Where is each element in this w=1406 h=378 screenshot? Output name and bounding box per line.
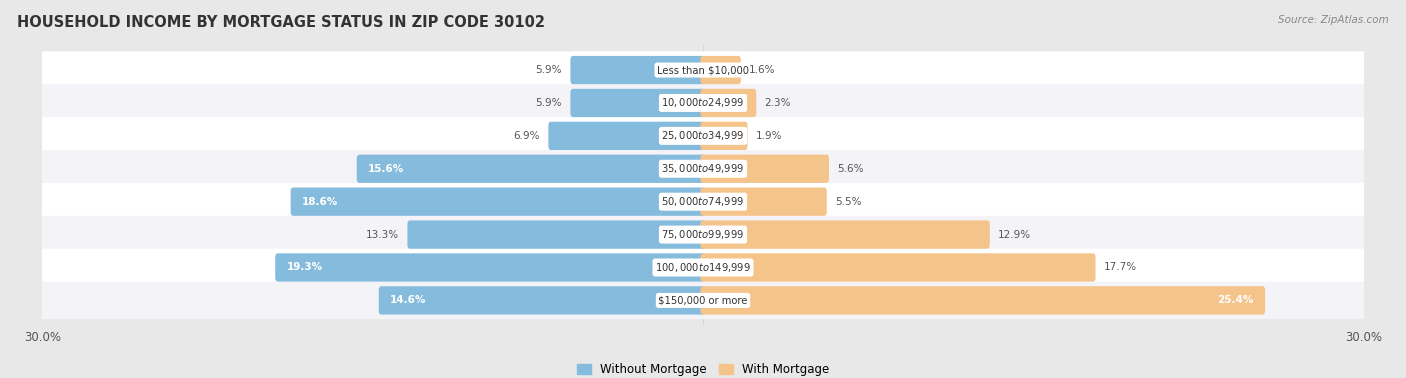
Text: 13.3%: 13.3% — [366, 229, 399, 240]
Text: Source: ZipAtlas.com: Source: ZipAtlas.com — [1278, 15, 1389, 25]
Text: 1.9%: 1.9% — [756, 131, 782, 141]
FancyBboxPatch shape — [571, 56, 706, 84]
FancyBboxPatch shape — [700, 286, 1265, 314]
Text: 14.6%: 14.6% — [391, 295, 426, 305]
FancyBboxPatch shape — [700, 122, 748, 150]
FancyBboxPatch shape — [700, 187, 827, 216]
FancyBboxPatch shape — [378, 286, 706, 314]
Text: $50,000 to $74,999: $50,000 to $74,999 — [661, 195, 745, 208]
FancyBboxPatch shape — [37, 117, 1369, 155]
FancyBboxPatch shape — [700, 155, 830, 183]
Text: $10,000 to $24,999: $10,000 to $24,999 — [661, 96, 745, 110]
FancyBboxPatch shape — [700, 89, 756, 117]
Text: 6.9%: 6.9% — [513, 131, 540, 141]
Text: 12.9%: 12.9% — [998, 229, 1031, 240]
Legend: Without Mortgage, With Mortgage: Without Mortgage, With Mortgage — [572, 358, 834, 378]
FancyBboxPatch shape — [548, 122, 706, 150]
Text: 5.9%: 5.9% — [536, 65, 562, 75]
Text: $100,000 to $149,999: $100,000 to $149,999 — [655, 261, 751, 274]
Text: $75,000 to $99,999: $75,000 to $99,999 — [661, 228, 745, 241]
FancyBboxPatch shape — [408, 220, 706, 249]
FancyBboxPatch shape — [37, 150, 1369, 187]
Text: $35,000 to $49,999: $35,000 to $49,999 — [661, 162, 745, 175]
Text: 25.4%: 25.4% — [1218, 295, 1254, 305]
Text: 5.9%: 5.9% — [536, 98, 562, 108]
Text: $25,000 to $34,999: $25,000 to $34,999 — [661, 129, 745, 143]
FancyBboxPatch shape — [37, 282, 1369, 319]
FancyBboxPatch shape — [37, 183, 1369, 220]
FancyBboxPatch shape — [700, 56, 741, 84]
Text: 17.7%: 17.7% — [1104, 262, 1137, 273]
Text: 15.6%: 15.6% — [368, 164, 405, 174]
FancyBboxPatch shape — [37, 216, 1369, 253]
FancyBboxPatch shape — [291, 187, 706, 216]
Text: 2.3%: 2.3% — [765, 98, 792, 108]
FancyBboxPatch shape — [700, 220, 990, 249]
Text: 5.6%: 5.6% — [838, 164, 863, 174]
FancyBboxPatch shape — [37, 51, 1369, 89]
Text: 5.5%: 5.5% — [835, 197, 862, 207]
Text: Less than $10,000: Less than $10,000 — [657, 65, 749, 75]
Text: $150,000 or more: $150,000 or more — [658, 295, 748, 305]
FancyBboxPatch shape — [357, 155, 706, 183]
Text: 18.6%: 18.6% — [302, 197, 339, 207]
FancyBboxPatch shape — [700, 253, 1095, 282]
FancyBboxPatch shape — [276, 253, 706, 282]
Text: 1.6%: 1.6% — [749, 65, 776, 75]
FancyBboxPatch shape — [37, 84, 1369, 122]
Text: 19.3%: 19.3% — [287, 262, 323, 273]
FancyBboxPatch shape — [37, 249, 1369, 286]
FancyBboxPatch shape — [571, 89, 706, 117]
Text: HOUSEHOLD INCOME BY MORTGAGE STATUS IN ZIP CODE 30102: HOUSEHOLD INCOME BY MORTGAGE STATUS IN Z… — [17, 15, 546, 30]
